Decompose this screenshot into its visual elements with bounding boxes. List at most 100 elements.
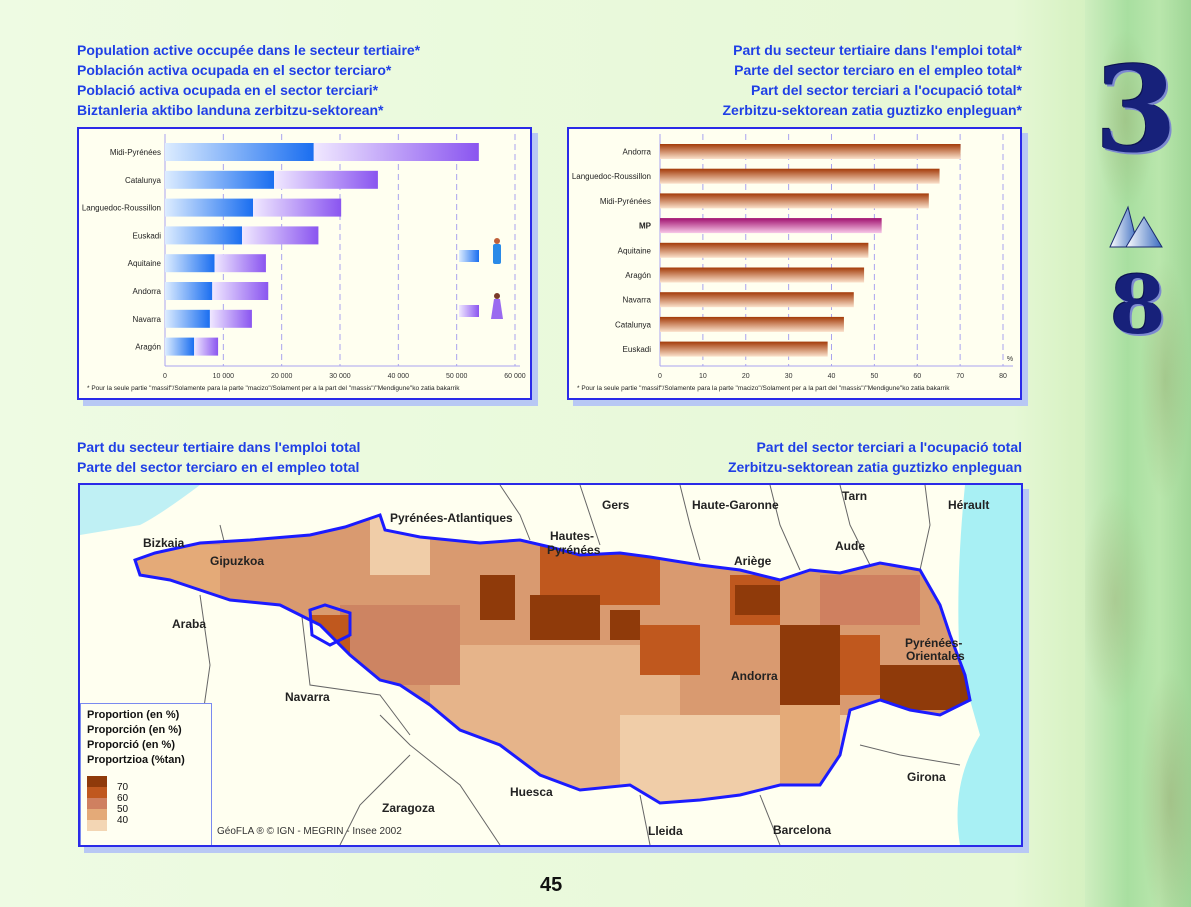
left-chart-title: Population active occupée dans le secteu… <box>77 40 420 120</box>
map-label: Andorra <box>731 669 778 683</box>
category-label: Languedoc-Roussillon <box>82 204 161 213</box>
map-title-right: Part del sector terciari a l'ocupació to… <box>728 437 1022 477</box>
bar <box>660 267 865 283</box>
category-label: Euskadi <box>133 231 162 240</box>
x-tick-label: 10 <box>699 373 707 380</box>
bar-men <box>165 337 195 356</box>
map-label: Ariège <box>734 554 772 568</box>
category-label: Andorra <box>623 148 652 157</box>
legend-title-eu: Proportzioa (%tan) <box>87 754 185 766</box>
bar <box>660 168 940 184</box>
map-label: Hautes- <box>550 529 594 543</box>
map-label: Pyrénées <box>547 543 601 557</box>
woman-body <box>491 299 503 319</box>
map-label: Haute-Garonne <box>692 498 779 512</box>
title-fr: Part du secteur tertiaire dans l'emploi … <box>77 439 361 455</box>
bar <box>660 341 828 357</box>
legend-label: 60 <box>117 793 129 804</box>
bar-men <box>165 282 213 300</box>
map-label: Lleida <box>648 824 683 838</box>
map-label: Gipuzkoa <box>210 554 264 568</box>
tertiary-share-chart: 0 10 20 30 40 50 60 70 80% Andorra Languedoc-Rouss… <box>572 134 1013 392</box>
x-tick-label: 20 000 <box>271 373 293 380</box>
title-ca: Població activa ocupada en el sector ter… <box>77 82 379 98</box>
bar <box>660 193 929 209</box>
footnote: * Pour la seule partie "massif"/Solament… <box>87 385 460 392</box>
bar-women <box>274 170 378 189</box>
bar <box>660 242 869 258</box>
map-label: Girona <box>907 770 946 784</box>
legend-title-fr: Proportion (en %) <box>87 709 180 721</box>
x-tick-label: 70 <box>956 373 964 380</box>
legend-swatch <box>87 820 107 831</box>
bar-men <box>165 198 254 217</box>
title-fr: Part du secteur tertiaire dans l'emploi … <box>733 42 1022 58</box>
legend-item: 70 <box>87 776 211 793</box>
map-label: Hérault <box>948 498 989 512</box>
section-number: 8 <box>1110 258 1166 352</box>
map-label: Pyrénées- <box>905 636 962 650</box>
mountain-icon <box>1109 205 1163 248</box>
map-label: Barcelona <box>773 823 831 837</box>
category-label: Aquitaine <box>128 259 162 268</box>
bar-men <box>165 170 275 189</box>
bar-women <box>313 143 479 161</box>
enclave-outline <box>308 603 352 647</box>
legend-label: 50 <box>117 804 129 815</box>
legend-swatch-men <box>459 250 479 262</box>
bar-women <box>212 282 269 300</box>
bar-men <box>165 309 210 328</box>
right-chart-panel: 0 10 20 30 40 50 60 70 80% Andorra Languedoc-Rouss… <box>567 127 1022 400</box>
x-tick-label: 50 000 <box>446 373 468 380</box>
legend-item: 40 <box>87 809 211 826</box>
legend-swatch <box>87 776 107 787</box>
map-label: Huesca <box>510 785 553 799</box>
title-eu: Zerbitzu-sektorean zatia guztizko enpleg… <box>722 102 1023 118</box>
category-label: MP <box>639 222 652 231</box>
legend-label: 70 <box>117 782 129 793</box>
legend-title-ca: Proporció (en %) <box>87 739 176 751</box>
title-es: Parte del sector terciaro en el empleo t… <box>734 62 1022 78</box>
title-ca: Part del sector terciari a l'ocupació to… <box>756 439 1022 455</box>
category-label: Navarra <box>133 315 162 324</box>
chapter-number: 3 <box>1095 40 1178 179</box>
map-panel: Pyrénées-Atlantiques Gers Haute-Garonne Tar… <box>78 483 1023 847</box>
map-label: Gers <box>602 498 630 512</box>
legend-swatch <box>87 809 107 820</box>
map-label: Aude <box>835 539 865 553</box>
map-label: Tarn <box>842 489 867 503</box>
woman-icon <box>491 293 503 319</box>
map-labels: Pyrénées-Atlantiques Gers Haute-Garonne Tar… <box>143 489 989 838</box>
x-tick-label: 60 <box>913 373 921 380</box>
legend-title-es: Proporción (en %) <box>87 724 182 736</box>
title-ca: Part del sector terciari a l'ocupació to… <box>751 82 1022 98</box>
map-label: Pyrénées-Atlantiques <box>390 511 513 525</box>
man-icon <box>493 238 501 264</box>
bar-men <box>165 143 314 161</box>
category-label: Catalunya <box>615 320 652 329</box>
legend-swatch <box>87 798 107 809</box>
man-head <box>494 238 500 244</box>
pyrenees-map: Pyrénées-Atlantiques Gers Haute-Garonne Tar… <box>80 485 1021 845</box>
bar-women <box>209 309 252 328</box>
category-label: Euskadi <box>623 345 652 354</box>
left-chart-panel: 0 10 000 20 000 30 000 40 000 50 000 60 000 Mid… <box>77 127 532 400</box>
map-label: Zaragoza <box>382 801 435 815</box>
title-es: Población activa ocupada en el sector te… <box>77 62 392 78</box>
page-number: 45 <box>540 874 563 896</box>
x-tick-label: 40 000 <box>388 373 410 380</box>
decorative-side-strip <box>1085 0 1191 907</box>
tertiary-employment-chart: 0 10 000 20 000 30 000 40 000 50 000 60 000 Mid… <box>82 134 526 392</box>
title-eu: Biztanleria aktibo landuna zerbitzu-sekt… <box>77 102 384 118</box>
title-eu: Zerbitzu-sektorean zatia guztizko enpleg… <box>727 459 1022 475</box>
map-title-left: Part du secteur tertiaire dans l'emploi … <box>77 437 360 477</box>
legend-item: 50 <box>87 798 211 815</box>
woman-head <box>494 293 500 299</box>
bar-women <box>242 226 319 245</box>
man-body <box>493 244 501 264</box>
category-label: Aragón <box>135 343 161 352</box>
right-chart-title: Part du secteur tertiaire dans l'emploi … <box>723 40 1023 120</box>
legend-item <box>87 820 211 831</box>
map-label: Orientales <box>906 649 965 663</box>
category-label: Navarra <box>623 296 652 305</box>
